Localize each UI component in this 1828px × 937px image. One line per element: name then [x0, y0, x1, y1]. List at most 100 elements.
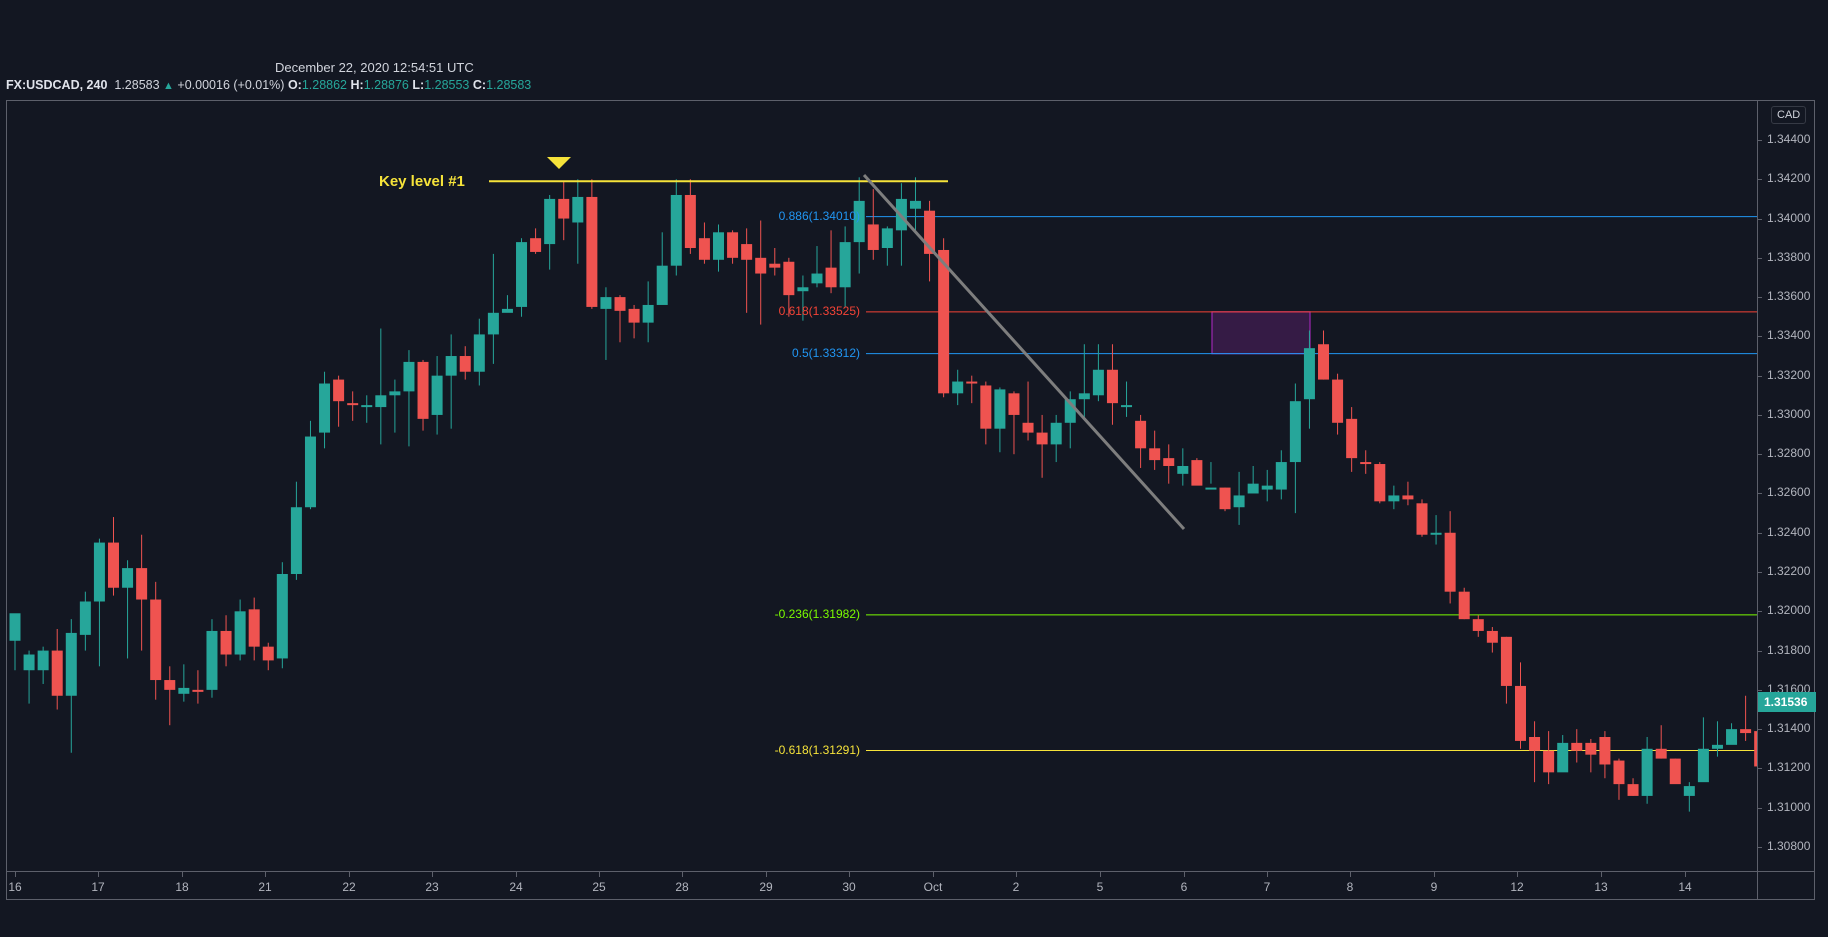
candle-body — [1726, 729, 1738, 745]
candle-body — [333, 379, 345, 402]
symbol-title[interactable]: FX:USDCAD, 240 — [6, 78, 108, 92]
price-tick-label: 1.32200 — [1767, 564, 1811, 579]
price-tick-label: 1.31000 — [1767, 799, 1811, 814]
candle-body — [1388, 495, 1400, 502]
price-tick-mark — [1757, 140, 1762, 141]
time-tick-label: 24 — [509, 880, 523, 894]
candle-body — [1697, 748, 1709, 783]
time-tick-label: 21 — [258, 880, 272, 894]
candle-body — [51, 650, 63, 696]
fib-level-label[interactable]: 0.5(1.33312) — [791, 345, 860, 360]
price-scale-divider — [1757, 100, 1758, 900]
time-tick-label: 17 — [91, 880, 105, 894]
price-tick-mark — [1757, 846, 1762, 848]
candle-body — [1303, 348, 1315, 400]
open-value: 1.28862 — [301, 78, 348, 92]
candle-body — [1486, 630, 1498, 643]
candle-body — [290, 507, 302, 574]
candle-body — [473, 334, 485, 372]
time-axis-divider — [6, 871, 1815, 872]
close-value: 1.28583 — [486, 78, 532, 92]
price-tick-label: 1.31800 — [1767, 642, 1811, 657]
candle-body — [1613, 760, 1625, 785]
candle-body — [1402, 495, 1414, 500]
price-tick-label: 1.33000 — [1767, 406, 1811, 421]
currency-badge[interactable]: CAD — [1771, 106, 1807, 124]
price-tick-mark — [1757, 493, 1762, 495]
fib-level-label[interactable]: -0.236(1.31982) — [774, 606, 860, 621]
price-tick-label: 1.32000 — [1767, 603, 1811, 618]
time-tick-label: 29 — [759, 880, 773, 894]
candle-body — [1740, 729, 1752, 734]
candle-body — [107, 542, 119, 588]
price-tick-label: 1.32600 — [1767, 485, 1811, 500]
time-tick-mark — [1267, 872, 1268, 877]
candle-body — [614, 297, 626, 311]
candle-body — [276, 573, 288, 659]
candle-body — [1754, 731, 1757, 767]
candle-body — [1571, 742, 1583, 751]
candle-body — [65, 632, 77, 696]
candle-body — [459, 356, 471, 372]
candle-body — [1106, 369, 1118, 404]
candle-body — [1022, 422, 1034, 433]
time-tick-mark — [98, 872, 99, 877]
candle-body — [1514, 685, 1526, 741]
price-tick-mark — [1757, 179, 1762, 181]
candle-body — [9, 613, 21, 641]
candle-body — [347, 403, 359, 406]
candle-body — [558, 198, 570, 219]
price-tick-label: 1.33800 — [1767, 249, 1811, 264]
candle-body — [304, 436, 316, 508]
time-tick-mark — [349, 872, 350, 877]
fib-level-label[interactable]: -0.618(1.31291) — [774, 742, 860, 757]
time-tick-mark — [766, 872, 767, 877]
price-tick-label: 1.32400 — [1767, 524, 1811, 539]
candle-body — [783, 261, 795, 296]
candle-body — [1444, 532, 1456, 592]
candle-body — [403, 361, 415, 392]
candle-body — [966, 381, 978, 384]
price-tick-mark — [1757, 807, 1762, 809]
candle-body — [1655, 748, 1667, 759]
candle-body — [1585, 742, 1597, 755]
candle-body — [1374, 464, 1386, 502]
time-tick-mark — [1184, 872, 1185, 877]
candle-body — [1191, 460, 1203, 486]
candle-body — [417, 361, 429, 419]
time-tick-label: 7 — [1263, 880, 1271, 894]
candle-body — [881, 228, 893, 249]
price-tick-mark — [1757, 729, 1762, 731]
price-tick-mark — [1757, 297, 1762, 299]
last-value: 1.28583 — [114, 78, 160, 92]
time-tick-label: 18 — [175, 880, 189, 894]
time-tick-mark — [1685, 872, 1686, 877]
price-tick-label: 1.30800 — [1767, 838, 1811, 853]
time-tick-mark — [1350, 872, 1351, 877]
candle-body — [698, 238, 710, 260]
candle-body — [1627, 784, 1639, 796]
candle-body — [1529, 736, 1541, 751]
candle-body — [487, 312, 499, 335]
candle-body — [1247, 483, 1259, 494]
candle-body — [220, 630, 232, 655]
candle-body — [909, 200, 921, 209]
price-tick-label: 1.34200 — [1767, 171, 1811, 186]
price-tick-label: 1.34400 — [1767, 132, 1811, 146]
price-tick-label: 1.33400 — [1767, 328, 1811, 343]
time-tick-mark — [1601, 872, 1602, 877]
fib-level-label[interactable]: 0.618(1.33525) — [778, 303, 860, 318]
price-tick-label: 1.33200 — [1767, 367, 1811, 382]
fib-level-label[interactable]: 0.886(1.34010) — [778, 208, 860, 223]
low-value: 1.28553 — [424, 78, 470, 92]
candle-body — [1641, 748, 1653, 796]
candle-body — [1064, 399, 1076, 423]
candle-body — [1163, 458, 1175, 466]
price-tick-label: 1.34000 — [1767, 210, 1811, 225]
time-tick-label: 9 — [1430, 880, 1438, 894]
candle-body — [206, 630, 218, 690]
candle-body — [1289, 401, 1301, 463]
key-level-label[interactable]: Key level #1 — [379, 173, 465, 190]
price-tick-mark — [1757, 572, 1762, 574]
